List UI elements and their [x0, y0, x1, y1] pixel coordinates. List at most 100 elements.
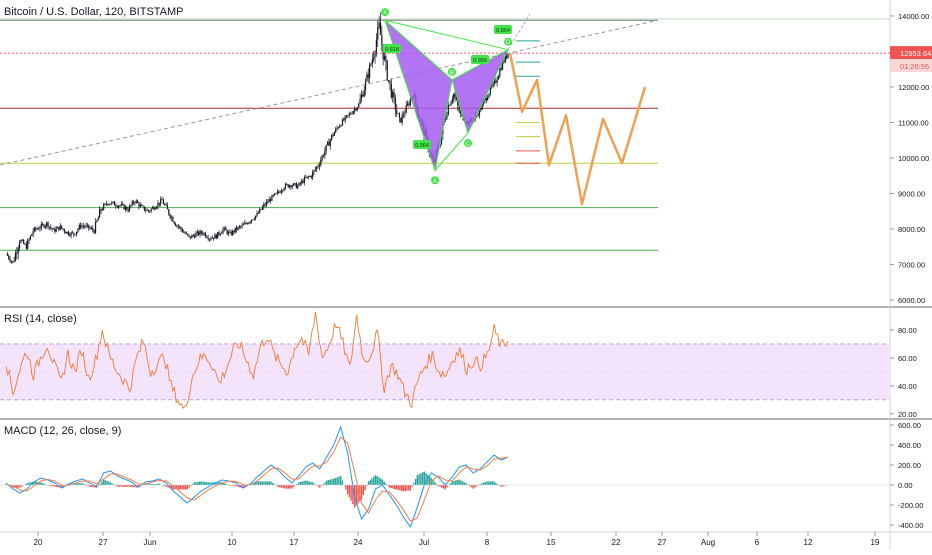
- pattern-point-label: A: [433, 179, 437, 185]
- macd-histogram-bar: [242, 485, 244, 489]
- candle-body: [317, 166, 319, 168]
- candle-body: [17, 248, 19, 254]
- candle-body: [200, 231, 202, 234]
- candle-body: [128, 206, 131, 212]
- macd-histogram-bar: [76, 483, 79, 485]
- macd-histogram-bar: [33, 481, 35, 485]
- macd-histogram-bar: [15, 485, 18, 488]
- candle-body: [393, 91, 395, 99]
- macd-histogram-bar: [463, 482, 466, 485]
- candle-body: [18, 242, 21, 249]
- macd-title[interactable]: MACD (12, 26, close, 9): [4, 425, 122, 437]
- harmonic-pattern[interactable]: X A B C D 0.618 0.964 0.864 0.955: [381, 8, 540, 185]
- candle-body: [109, 203, 112, 205]
- rsi-axis-tick-label: 60.00: [898, 354, 917, 363]
- macd-histogram-bar: [312, 482, 314, 485]
- candle-body: [94, 221, 97, 233]
- macd-histogram-bar: [474, 485, 476, 488]
- candle-body: [396, 110, 398, 114]
- candle-body: [187, 233, 189, 236]
- candle-body: [37, 228, 40, 230]
- macd-histogram-bar: [475, 485, 478, 487]
- trendline-layer[interactable]: [0, 19, 659, 166]
- ratio-badge: [383, 44, 401, 53]
- macd-histogram-bar: [317, 485, 319, 487]
- candle-body: [314, 169, 316, 171]
- candle-body: [407, 103, 409, 106]
- pattern-point-marker: [464, 139, 472, 148]
- candle-body: [36, 228, 38, 230]
- macd-histogram-bar: [284, 485, 286, 489]
- candle-body: [135, 200, 137, 203]
- macd-axis-tick-label: -200.00: [898, 501, 923, 510]
- macd-histogram-bar: [183, 485, 185, 490]
- candle-body: [280, 190, 283, 193]
- candle-body: [92, 228, 94, 231]
- macd-histogram-bar: [395, 485, 398, 490]
- candle-body: [377, 27, 379, 40]
- candle-body: [132, 201, 135, 204]
- candle-body: [52, 228, 55, 230]
- macd-histogram-bar: [116, 485, 119, 487]
- time-axis-tick-label: 24: [354, 538, 363, 547]
- horizontal-levels[interactable]: [0, 18, 890, 251]
- candle-body: [316, 166, 318, 170]
- ratio-label: 0.618: [385, 47, 399, 53]
- macd-histogram-bar: [38, 482, 40, 485]
- symbol-title[interactable]: Bitcoin / U.S. Dollar, 120, BITSTAMP: [4, 6, 184, 18]
- macd-histogram-bar: [97, 485, 100, 486]
- candle-body: [139, 204, 141, 207]
- macd-histogram-bar: [238, 485, 241, 488]
- candle-body: [389, 80, 391, 84]
- macd-histogram-bar: [489, 481, 492, 485]
- macd-histogram-bar: [200, 481, 202, 485]
- macd-histogram-bar: [308, 481, 310, 485]
- candle-body: [108, 203, 110, 205]
- candle-body: [299, 182, 302, 184]
- candle-body: [219, 233, 221, 235]
- candle-body: [382, 44, 384, 60]
- candle-body: [269, 199, 272, 201]
- candle-body: [170, 217, 173, 218]
- candle-body: [96, 220, 98, 222]
- macd-histogram-bar: [394, 485, 396, 490]
- candle-body: [240, 226, 242, 228]
- macd-histogram-bar: [193, 482, 195, 485]
- candle-body: [290, 185, 292, 188]
- candle-body: [9, 258, 11, 262]
- candle-body: [263, 204, 265, 207]
- candle-body: [451, 99, 453, 102]
- macd-histogram-bar: [252, 482, 255, 485]
- pattern-point-marker: [504, 37, 512, 46]
- macd-histogram-bar: [209, 482, 211, 485]
- candle-body: [499, 68, 501, 77]
- price-axis-tick-label: 8000.00: [898, 225, 925, 234]
- candle-body: [274, 193, 276, 196]
- rsi-title[interactable]: RSI (14, close): [4, 313, 77, 325]
- macd-histogram-bar: [27, 482, 30, 485]
- candle-body: [105, 203, 107, 205]
- projection-path[interactable]: [508, 52, 647, 206]
- candle-body: [288, 185, 291, 188]
- macd-histogram-bar: [460, 480, 462, 485]
- candle-body: [313, 170, 315, 173]
- candle-body: [397, 113, 399, 115]
- macd-histogram-bar: [181, 485, 183, 490]
- candle-body: [214, 234, 216, 239]
- macd-histogram-bar: [305, 480, 307, 485]
- candle-body: [238, 226, 240, 228]
- candle-body: [337, 127, 340, 129]
- candle-body: [172, 217, 174, 222]
- candle-body: [66, 231, 68, 234]
- candle-body: [237, 226, 239, 230]
- candle-body: [14, 252, 17, 261]
- candle-body: [402, 114, 405, 116]
- candle-body: [248, 222, 250, 224]
- macd-histogram-bar: [336, 477, 338, 485]
- candle-body: [351, 113, 353, 115]
- macd-histogram-bar: [207, 482, 209, 485]
- candle-body: [373, 56, 375, 60]
- macd-histogram-bar: [421, 472, 424, 485]
- price-axis-tick-label: 14000.00: [898, 12, 929, 21]
- price-axis-tick-label: 6000.00: [898, 296, 925, 305]
